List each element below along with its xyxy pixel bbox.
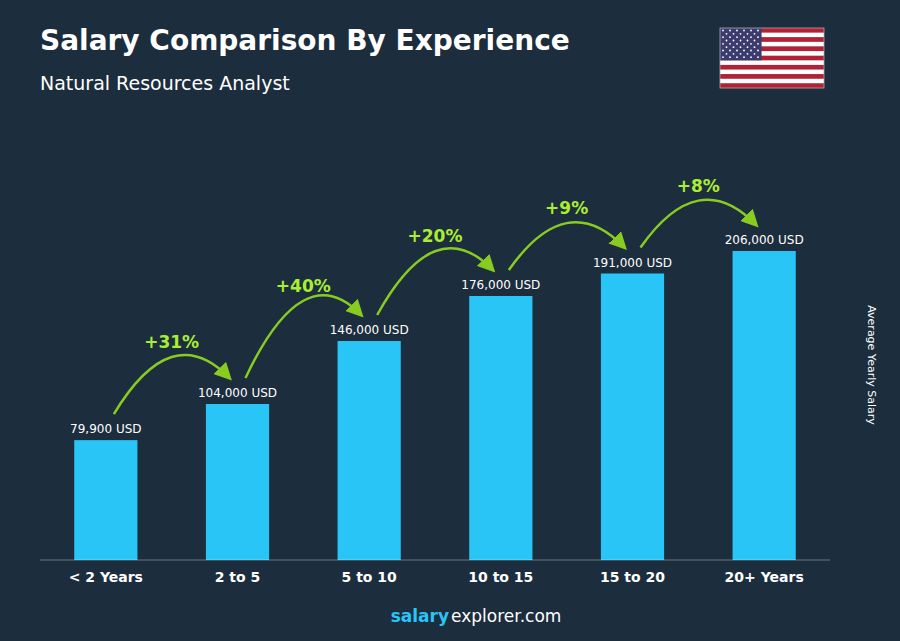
flag-star: [729, 36, 731, 38]
flag-star: [722, 30, 724, 32]
flag-star: [740, 40, 742, 42]
growth-arrow: [641, 200, 757, 248]
flag-star: [747, 46, 749, 48]
flag-star: [750, 50, 752, 52]
flag-star: [754, 46, 756, 48]
y-axis-label: Average Yearly Salary: [865, 305, 878, 425]
flag-star: [740, 33, 742, 35]
flag-star: [757, 30, 759, 32]
chart-svg: Salary Comparison By Experience Natural R…: [0, 0, 900, 641]
flag-star: [750, 36, 752, 38]
category-label: < 2 Years: [69, 569, 143, 585]
value-label: 191,000 USD: [593, 256, 672, 270]
flag-star: [722, 50, 724, 52]
value-label: 206,000 USD: [725, 233, 804, 247]
title: Salary Comparison By Experience: [40, 24, 570, 57]
flag-star: [750, 30, 752, 32]
value-label: 176,000 USD: [461, 278, 540, 292]
flag-star: [733, 46, 735, 48]
category-label: 2 to 5: [215, 569, 261, 585]
value-label: 79,900 USD: [70, 422, 141, 436]
bar: [206, 404, 269, 560]
growth-arrow: [377, 248, 493, 315]
flag-star: [729, 50, 731, 52]
flag-star: [747, 53, 749, 55]
flag-star: [750, 43, 752, 45]
bars: [74, 251, 796, 560]
flag-star: [747, 33, 749, 35]
flag-star: [722, 36, 724, 38]
flag-star: [722, 43, 724, 45]
growth-arrow: [246, 295, 362, 378]
flag-stripe: [720, 79, 824, 84]
flag-star: [726, 33, 728, 35]
growth-label: +40%: [276, 276, 331, 296]
value-label: 146,000 USD: [330, 323, 409, 337]
flag-star: [736, 56, 738, 58]
growth-annotations: +31% +40% +20% +9% +8%: [114, 176, 756, 415]
flag-star: [757, 56, 759, 58]
flag-star: [743, 50, 745, 52]
flag-star: [740, 53, 742, 55]
growth-arrow: [509, 222, 625, 270]
flag-stripe: [720, 65, 824, 70]
growth-label: +8%: [677, 176, 720, 196]
flag-star: [733, 33, 735, 35]
subtitle: Natural Resources Analyst: [40, 72, 290, 94]
flag-stripe: [720, 83, 824, 88]
baseline: [40, 560, 830, 561]
bar: [733, 251, 796, 560]
flag-star: [740, 46, 742, 48]
flag-canton: [720, 28, 762, 60]
flag-star: [736, 43, 738, 45]
footer-domain: explorer.com: [451, 606, 561, 626]
flag-star: [757, 50, 759, 52]
growth-label: +31%: [144, 332, 199, 352]
flag-star: [726, 53, 728, 55]
flag-star: [733, 40, 735, 42]
flag-star: [729, 43, 731, 45]
growth-label: +20%: [408, 226, 463, 246]
growth-arrow: [114, 355, 230, 414]
flag-star: [722, 56, 724, 58]
flag-star: [736, 50, 738, 52]
flag-star: [726, 46, 728, 48]
flag-stripe: [720, 74, 824, 79]
flag-stripe: [720, 60, 824, 65]
flag-star: [729, 30, 731, 32]
bar: [601, 274, 664, 561]
bar: [338, 341, 401, 560]
bar: [74, 440, 137, 560]
flag-star: [754, 40, 756, 42]
flag-star: [750, 56, 752, 58]
flag-star: [726, 40, 728, 42]
flag-star: [754, 33, 756, 35]
growth-label: +9%: [545, 198, 588, 218]
flag-star: [733, 53, 735, 55]
chart-container: Salary Comparison By Experience Natural R…: [0, 0, 900, 641]
flag-star: [757, 36, 759, 38]
flag-star: [743, 36, 745, 38]
flag-star: [729, 56, 731, 58]
category-label: 20+ Years: [725, 569, 804, 585]
flag-border: [720, 28, 824, 88]
flag-star: [736, 30, 738, 32]
flag-star: [754, 53, 756, 55]
flag-star: [743, 43, 745, 45]
flag-star: [743, 56, 745, 58]
flag-star: [757, 43, 759, 45]
category-label: 5 to 10: [342, 569, 398, 585]
flag-stripe: [720, 70, 824, 75]
background: [0, 0, 900, 641]
value-label: 104,000 USD: [198, 386, 277, 400]
flag: [720, 28, 824, 88]
category-label: 10 to 15: [468, 569, 533, 585]
footer-brand: salary: [391, 606, 449, 626]
flag-star: [736, 36, 738, 38]
flag-star: [743, 30, 745, 32]
category-label: 15 to 20: [600, 569, 665, 585]
bar: [469, 296, 532, 560]
flag-star: [747, 40, 749, 42]
